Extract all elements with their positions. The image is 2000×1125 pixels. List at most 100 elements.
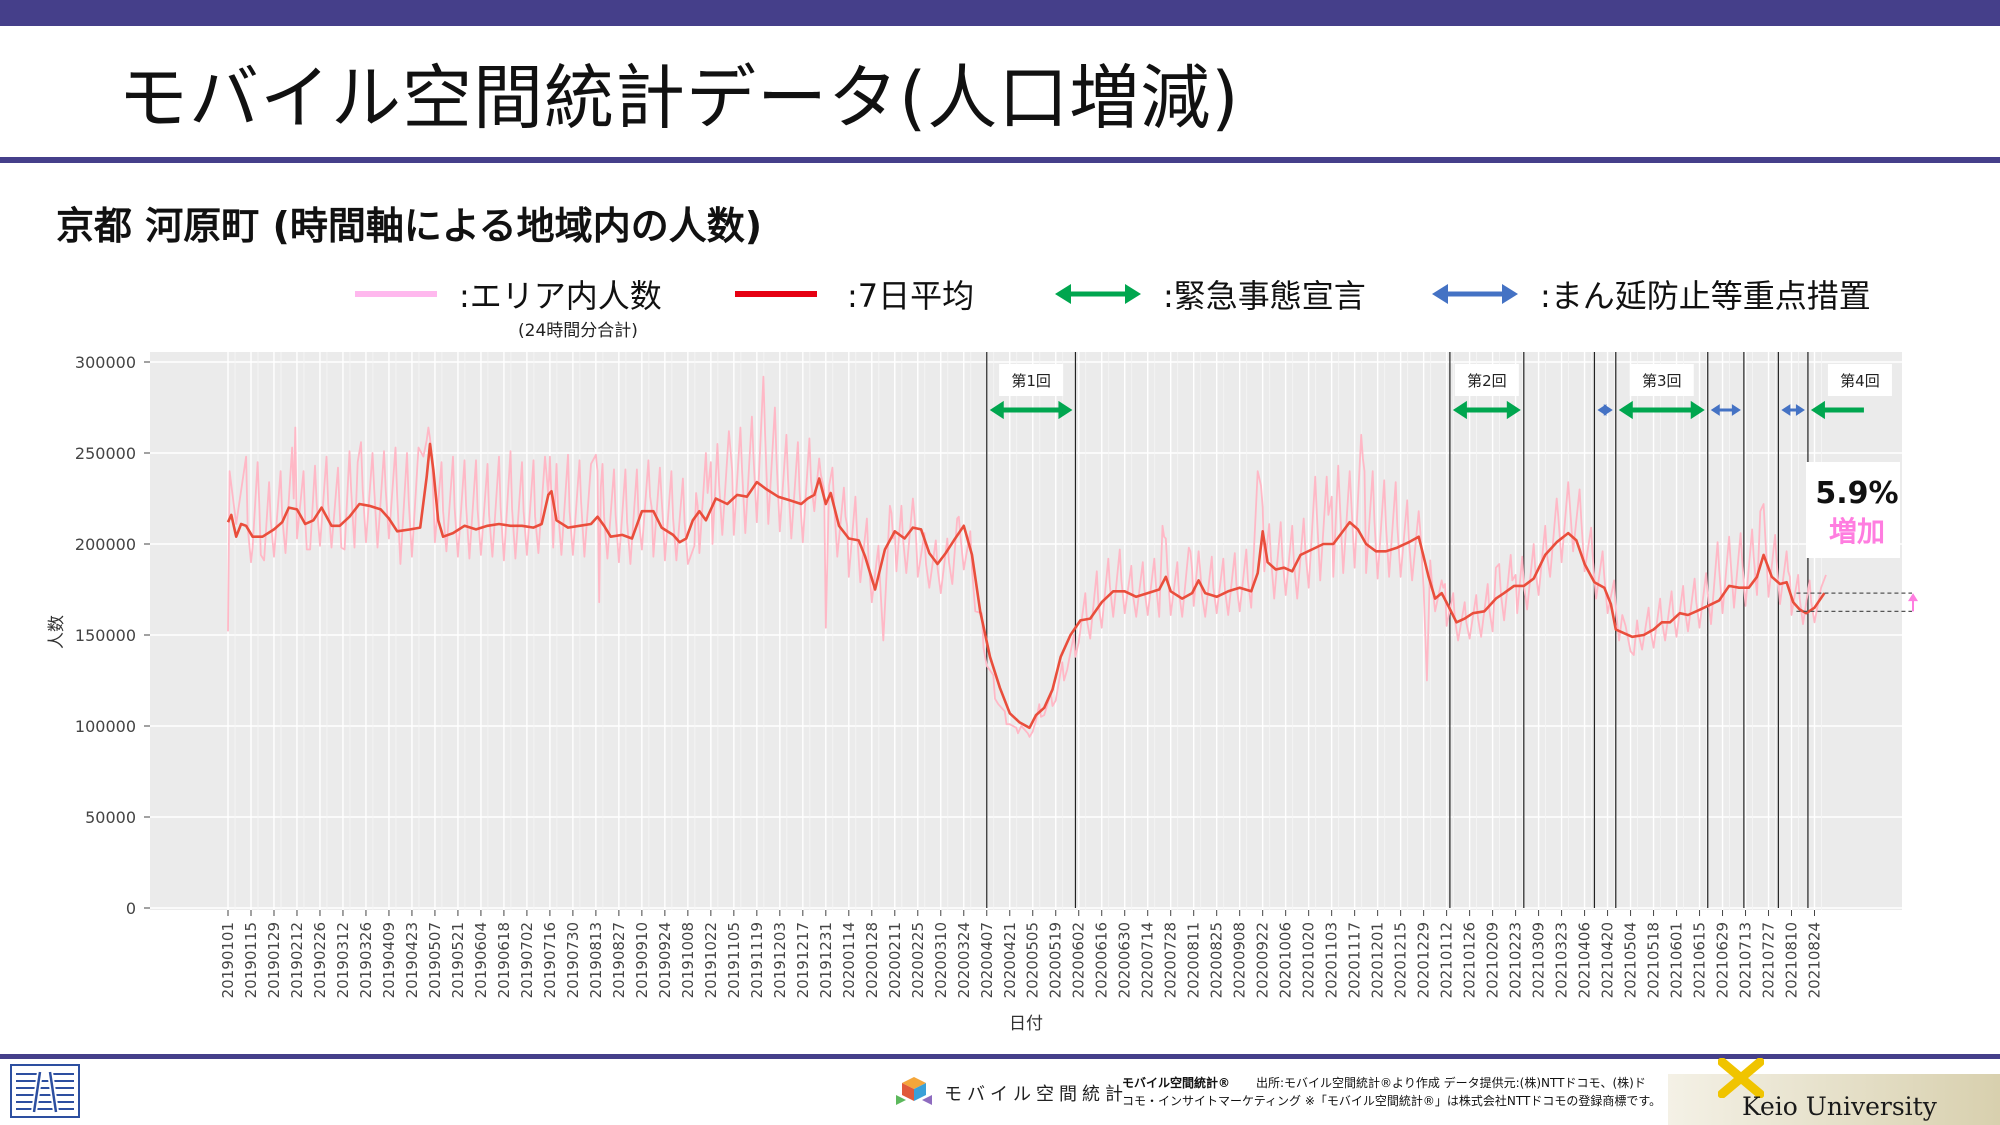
x-tick-label: 20190827 [610, 922, 628, 998]
x-tick-label: 20201201 [1369, 922, 1387, 998]
x-tick-label: 20190423 [403, 922, 421, 998]
x-tick-label: 20210629 [1714, 922, 1732, 998]
x-tick-label: 20190409 [380, 922, 398, 998]
source-line-1: 出所:モバイル空間統計®より作成 データ提供元:(株)NTTドコモ、(株)ド [1256, 1076, 1646, 1090]
y-tick-label: 100000 [75, 717, 136, 736]
x-tick-label: 20191231 [817, 922, 835, 998]
period-arrow-head [1618, 400, 1633, 420]
x-tick-label: 20210810 [1783, 922, 1801, 998]
legend-raw: :エリア内人数 [355, 274, 662, 315]
chart-subtitle: 京都 河原町 (時間軸による地域内の人数) [56, 204, 763, 248]
x-tick-label: 20200811 [1185, 922, 1203, 998]
top-band [0, 0, 2000, 26]
x-tick-label: 20190507 [426, 922, 444, 998]
x-tick-label: 20201020 [1300, 922, 1318, 998]
period-label-box [1827, 364, 1892, 396]
x-tick-label: 20200922 [1254, 922, 1272, 998]
x-tick-label: 20200519 [1047, 922, 1065, 998]
period-arrow-head [1603, 404, 1613, 416]
x-tick-label: 20190716 [541, 922, 559, 998]
x-tick-label: 20201229 [1415, 922, 1433, 998]
seven-day-average-series [226, 442, 1826, 730]
x-tick-label: 20200616 [1093, 922, 1111, 998]
period-label: 第2回 [1467, 372, 1507, 390]
title-divider [0, 157, 2000, 163]
x-tick-label: 20210713 [1737, 922, 1755, 998]
period-arrow-head [1058, 400, 1073, 420]
x-tick-label: 20210615 [1691, 922, 1709, 998]
period-label-box [999, 364, 1064, 396]
x-tick-label: 20200225 [909, 922, 927, 998]
legend-raw-note: (24時間分合計) [518, 321, 638, 341]
y-tick-label: 150000 [75, 626, 136, 645]
x-tick-label: 20201103 [1323, 922, 1341, 998]
x-tick-label: 20190604 [472, 922, 490, 998]
x-tick-label: 20200128 [863, 922, 881, 998]
legend-avg-swatch [735, 291, 817, 297]
increase-box [1806, 462, 1900, 558]
x-tick-label: 20210112 [1438, 922, 1456, 998]
x-tick-label: 20191203 [771, 922, 789, 998]
x-tick-label: 20210727 [1760, 922, 1778, 998]
x-tick-label: 20210209 [1484, 922, 1502, 998]
y-tick-label: 300000 [75, 353, 136, 372]
x-tick-label: 20191217 [794, 922, 812, 998]
x-tick-label: 20191022 [702, 922, 720, 998]
x-tick-label: 20200114 [840, 922, 858, 998]
legend-raw-label: :エリア内人数 [459, 277, 662, 315]
x-tick-label: 20210223 [1507, 922, 1525, 998]
x-tick-label: 20201215 [1392, 922, 1410, 998]
period-label-box [1629, 364, 1694, 396]
y-tick-label: 250000 [75, 444, 136, 463]
x-tick-label: 20200728 [1162, 922, 1180, 998]
legend-priority-label: :まん延防止等重点措置 [1540, 277, 1871, 315]
x-tick-label: 20190924 [656, 922, 674, 998]
x-tick-label: 20210126 [1461, 922, 1479, 998]
x-tick-label: 20191119 [748, 922, 766, 998]
keio-university-text: Keio University [1742, 1092, 1937, 1121]
increase-percent: 5.9% [1815, 476, 1898, 511]
x-tick-label: 20200714 [1139, 922, 1157, 998]
x-tick-label: 20210824 [1806, 922, 1824, 998]
y-tick-label: 0 [126, 899, 136, 918]
mobile-stats-logo-text: モバイル空間統計 [944, 1084, 1128, 1105]
x-tick-label: 20190226 [311, 922, 329, 998]
x-axis-title: 日付 [1009, 1014, 1043, 1034]
period-arrow-head [1731, 404, 1741, 416]
legend-priority-arrow-icon [1432, 284, 1518, 304]
y-tick-label: 200000 [75, 535, 136, 554]
x-tick-label: 20210309 [1530, 922, 1548, 998]
period-arrow-head [1781, 404, 1791, 416]
x-tick-label: 20190910 [633, 922, 651, 998]
x-tick-label: 20200602 [1070, 922, 1088, 998]
slide-title: モバイル空間統計データ(人口増減) [118, 57, 1240, 139]
legend-avg: :7日平均 [735, 274, 975, 315]
y-tick-label: 50000 [85, 808, 136, 827]
x-tick-label: 20210518 [1645, 922, 1663, 998]
x-tick-label: 20190702 [518, 922, 536, 998]
x-tick-label: 20190326 [357, 922, 375, 998]
x-tick-label: 20191008 [679, 922, 697, 998]
legend-avg-label: :7日平均 [847, 277, 975, 315]
legend-emergency-label: :緊急事態宣言 [1163, 277, 1366, 315]
x-tick-label: 20200310 [932, 922, 950, 998]
increase-arrow-icon [1908, 593, 1918, 602]
footer-divider [0, 1054, 2000, 1059]
emergency-period-arrow [1810, 400, 1864, 420]
increase-label: 増加 [1829, 515, 1885, 548]
period-arrow-head [1810, 400, 1825, 420]
period-arrow-head [1506, 400, 1521, 420]
period-arrow-head [1452, 400, 1467, 420]
legend-raw-swatch [355, 291, 437, 297]
legend-priority: :まん延防止等重点措置 [1432, 274, 1871, 315]
x-tick-label: 20190618 [495, 922, 513, 998]
x-tick-label: 20210323 [1553, 922, 1571, 998]
y-axis-title: 人数 [47, 615, 67, 649]
x-tick-label: 20200407 [978, 922, 996, 998]
x-tick-label: 20201006 [1277, 922, 1295, 998]
data-source-note: モバイル空間統計® 出所:モバイル空間統計®より作成 データ提供元:(株)NTTド… [1122, 1074, 1661, 1110]
x-tick-label: 20190813 [587, 922, 605, 998]
x-tick-label: 20210504 [1622, 922, 1640, 998]
period-label: 第1回 [1011, 372, 1051, 390]
x-tick-label: 20200421 [1001, 922, 1019, 998]
